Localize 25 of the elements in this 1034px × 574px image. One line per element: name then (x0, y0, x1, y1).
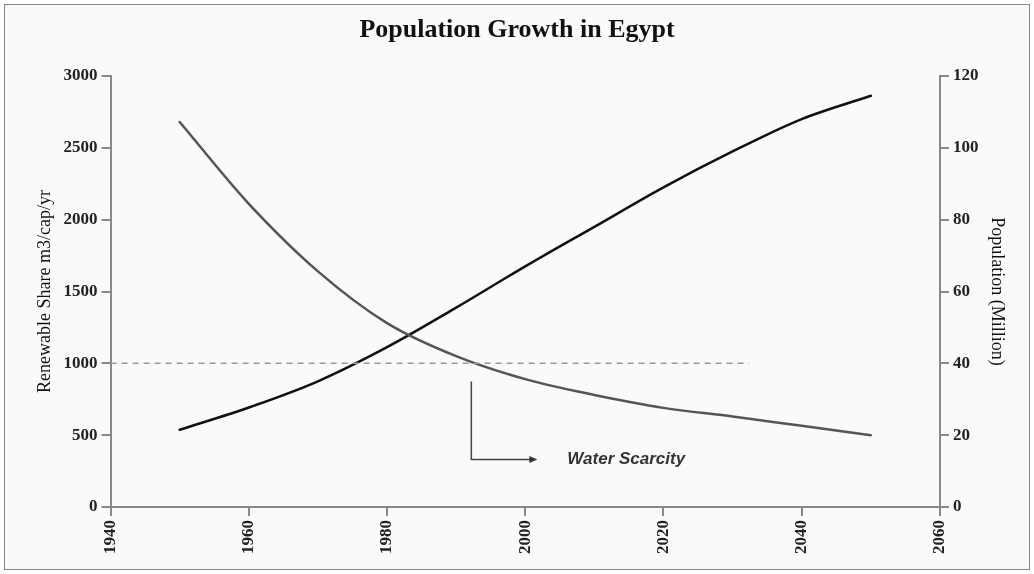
y2-tick-label: 40 (952, 352, 970, 372)
y2-tick-label: 20 (952, 424, 970, 444)
y2-tick-label: 80 (952, 209, 970, 229)
y-tick-label: 500 (72, 424, 98, 444)
x-tick-label: 2020 (652, 520, 672, 554)
y-tick-label: 2000 (63, 209, 98, 229)
y2-tick-label: 60 (952, 280, 970, 300)
y2-tick-label: 100 (952, 137, 979, 157)
y-tick-label: 3000 (63, 65, 98, 85)
chart-title: Population Growth in Egypt (358, 14, 676, 44)
x-tick-label: 2040 (791, 520, 811, 554)
x-tick-label: 2000 (514, 520, 534, 554)
annotation: Water Scarcity (567, 449, 687, 469)
y-axis-title: Renewable Share m3/cap/yr (33, 190, 54, 393)
y2-tick-label: 0 (952, 496, 962, 516)
y2-tick-label: 120 (952, 65, 979, 85)
y-tick-label: 0 (89, 496, 98, 516)
y-tick-label: 2500 (63, 137, 98, 157)
y-tick-label: 1500 (63, 280, 98, 300)
x-tick-label: 2060 (929, 520, 949, 554)
y2-axis-title: Population (Million) (987, 217, 1009, 366)
x-tick-label: 1960 (238, 520, 258, 554)
y-tick-label: 1000 (63, 352, 98, 372)
x-tick-label: 1980 (376, 520, 396, 554)
x-tick-label: 1940 (99, 520, 119, 554)
